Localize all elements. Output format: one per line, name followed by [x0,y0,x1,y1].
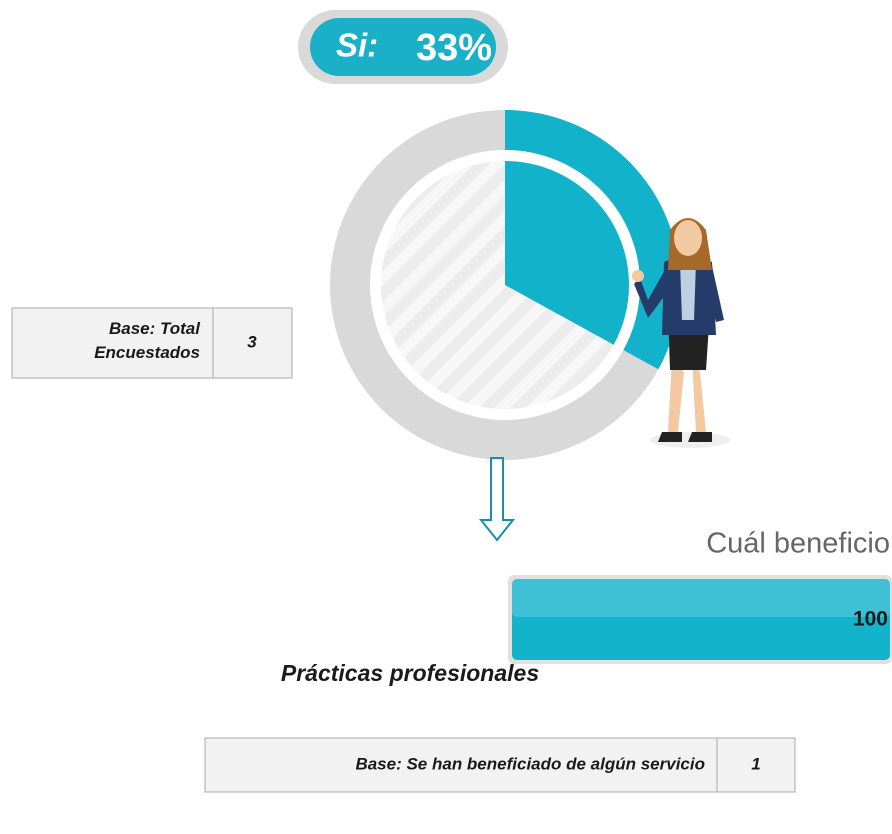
base-value: 3 [247,332,257,351]
base-table [204,737,796,793]
person-illustration [632,218,730,448]
bar-title: Cuál beneficio [706,528,890,560]
category-label: Prácticas profesionales [281,660,539,686]
arrow [478,457,516,542]
base-label: Base: Se han beneficiado de algún servic… [355,754,705,773]
bar-value-label: 100 [853,608,888,631]
base-table [11,307,293,379]
bar-highlight [512,579,890,617]
bar [512,579,890,660]
donut-segment [505,110,681,370]
badge-label: Si: [336,27,378,64]
base-value: 1 [751,754,760,773]
base-label: Base: Total Encuestados [94,319,201,362]
badge [310,18,496,76]
badge-value: 33% [416,27,492,69]
pie-slice [505,161,629,345]
